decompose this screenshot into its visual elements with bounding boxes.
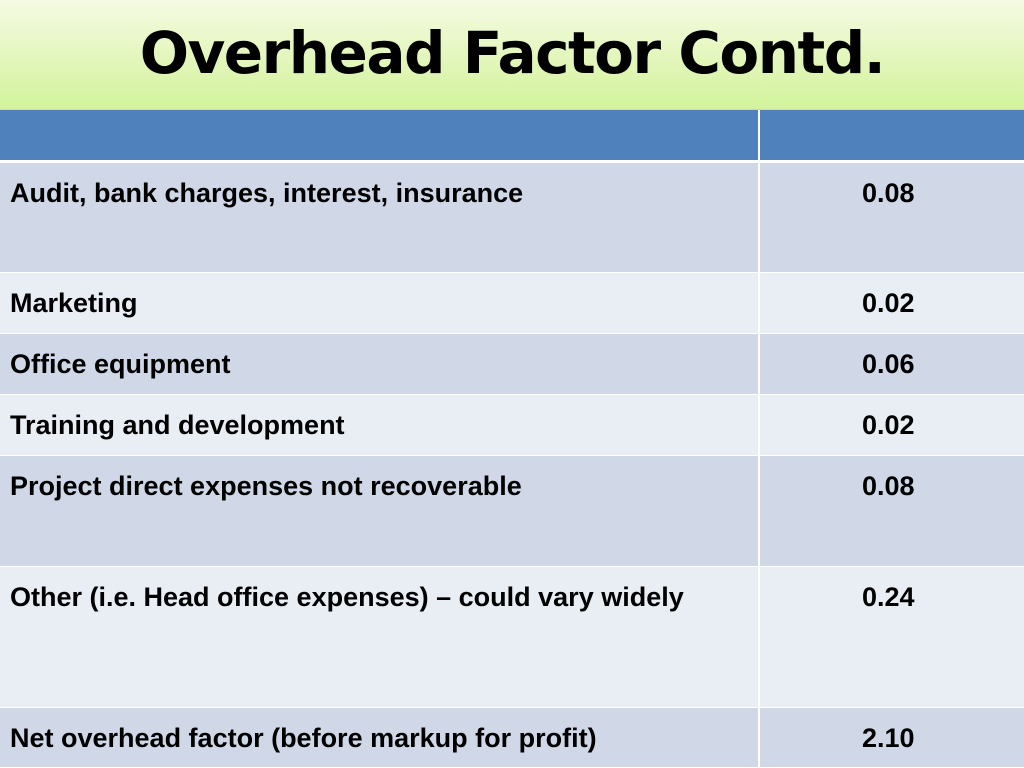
- value-cell: 0.08: [759, 161, 1024, 273]
- item-cell: Other (i.e. Head office expenses) – coul…: [0, 566, 760, 708]
- table-row-total: Net overhead factor (before markup for p…: [0, 707, 1024, 768]
- table-row: Project direct expenses not recoverable …: [0, 455, 1024, 567]
- table-row: Training and development 0.02: [0, 394, 1024, 456]
- value-cell: 0.02: [759, 394, 1024, 456]
- item-cell: Audit, bank charges, interest, insurance: [0, 161, 760, 273]
- slide-title: Overhead Factor Contd.: [139, 18, 886, 87]
- value-cell: 0.06: [759, 333, 1024, 395]
- total-value-cell: 2.10: [759, 707, 1024, 768]
- title-bar: Overhead Factor Contd.: [0, 0, 1024, 110]
- item-cell: Training and development: [0, 394, 760, 456]
- table-row: Office equipment 0.06: [0, 333, 1024, 395]
- value-cell: 0.24: [759, 566, 1024, 708]
- item-cell: Office equipment: [0, 333, 760, 395]
- value-cell: 0.08: [759, 455, 1024, 567]
- header-cell-item: [0, 110, 760, 163]
- table-row: Other (i.e. Head office expenses) – coul…: [0, 566, 1024, 708]
- overhead-factor-table: Audit, bank charges, interest, insurance…: [0, 110, 1024, 768]
- total-item-cell: Net overhead factor (before markup for p…: [0, 707, 760, 768]
- value-cell: 0.02: [759, 272, 1024, 334]
- item-cell: Marketing: [0, 272, 760, 334]
- header-cell-value: [759, 110, 1024, 163]
- table-row: Marketing 0.02: [0, 272, 1024, 334]
- table-row: Audit, bank charges, interest, insurance…: [0, 161, 1024, 273]
- table-header-row: [0, 110, 1024, 163]
- item-cell: Project direct expenses not recoverable: [0, 455, 760, 567]
